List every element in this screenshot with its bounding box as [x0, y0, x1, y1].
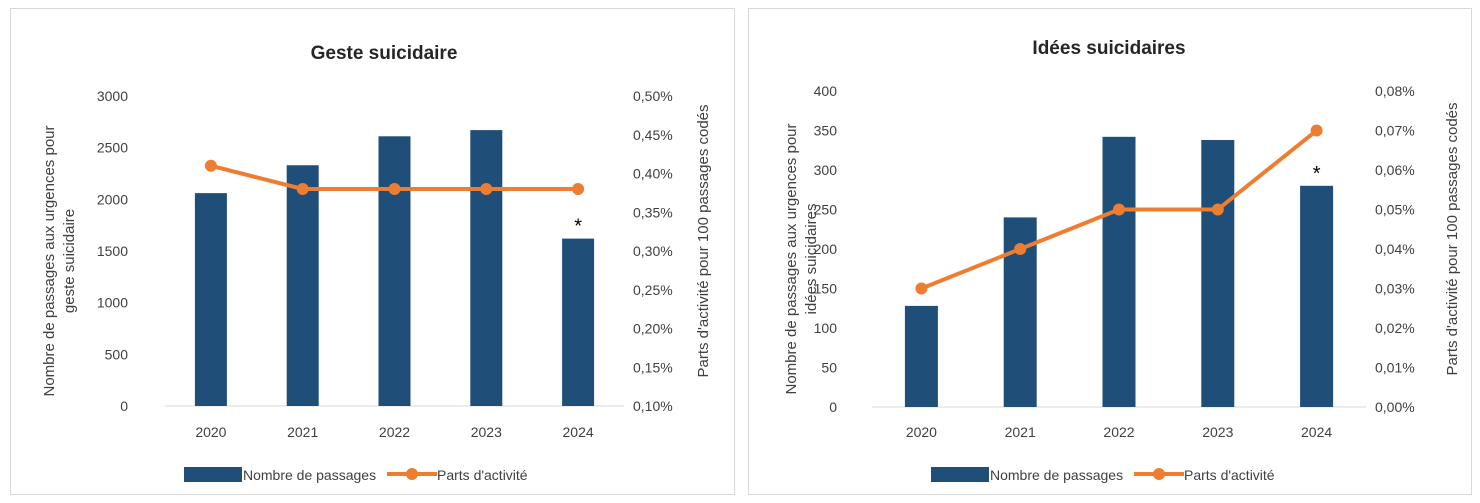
idees-x-tick: 2021 [1005, 424, 1036, 440]
idees-y-right-tick: 0,02% [1375, 320, 1415, 336]
geste-y-left-tick: 500 [105, 346, 129, 362]
geste-x-tick: 2022 [379, 424, 410, 440]
geste-y-right-tick: 0,20% [633, 321, 673, 337]
geste-line-point-2022 [388, 183, 401, 195]
geste-line-point-2020 [204, 159, 217, 172]
geste-x-tick: 2023 [471, 424, 502, 440]
geste-y-right-tick: 0,45% [633, 127, 673, 143]
geste-y-right-tick: 0,10% [633, 398, 673, 414]
geste-y-right-tick: 0,30% [633, 243, 673, 259]
geste-line-point-2021 [296, 183, 309, 195]
idees-chart-title: Idées suicidaires [1032, 38, 1185, 59]
geste-y-left-tick: 2000 [97, 191, 128, 207]
idees-bar-2020 [904, 305, 938, 407]
idees-line-point-2020 [915, 282, 928, 295]
idees-y-left-tick: 400 [814, 83, 838, 99]
idees-y-right-label: Parts d'activité pour 100 passages codés [1444, 102, 1461, 375]
geste-y-left-tick: 1000 [97, 295, 128, 311]
geste-chart-title: Geste suicidaire [311, 43, 458, 64]
idees-legend-line-label: Parts d'activité [1184, 467, 1275, 483]
idees-bar-2024 [1300, 185, 1334, 407]
geste-y-left-tick: 2500 [97, 140, 128, 156]
geste-legend-bar-label: Nombre de passages [243, 467, 376, 483]
idees-y-right-tick: 0,08% [1375, 83, 1415, 99]
idees-line-point-2021 [1014, 243, 1027, 255]
geste-y-left-tick: 1500 [97, 243, 128, 259]
idees-y-right-tick: 0,06% [1375, 162, 1415, 178]
chart-panel-geste: Geste suicidaire 0 500 1000 1500 2000 2500 3000… [10, 8, 735, 495]
idees-y-right-tick: 0,01% [1375, 360, 1415, 376]
idees-y-left-tick: 100 [814, 320, 838, 336]
geste-y-right-tick: 0,50% [633, 88, 673, 104]
idees-y-left-tick: 50 [821, 360, 837, 376]
idees-y-left-tick: 150 [814, 281, 838, 297]
geste-bar-2024 [562, 238, 595, 406]
idees-bar-2022 [1102, 136, 1136, 407]
geste-y-right-label: Parts d'activité pour 100 passages codés [695, 104, 712, 377]
idees-line-point-2024 [1310, 124, 1323, 137]
geste-line-point-2023 [480, 183, 493, 195]
idees-y-left-tick: 250 [814, 202, 838, 218]
idees-y-right-tick: 0,07% [1375, 123, 1415, 139]
idees-y-left-tick: 350 [814, 123, 838, 139]
geste-bar-2022 [378, 136, 411, 407]
chart-panel-idees: Idées suicidaires 0 50 100 150 200 250 300 350 40… [748, 8, 1472, 495]
geste-line-point-2024 [572, 183, 585, 195]
idees-x-tick: 2022 [1103, 424, 1134, 440]
geste-x-tick: 2024 [563, 424, 594, 440]
idees-y-left-tick: 200 [814, 241, 838, 257]
idees-y-left-tick: 300 [814, 162, 838, 178]
geste-bar-2023 [470, 130, 503, 406]
geste-y-right-tick: 0,25% [633, 282, 673, 298]
geste-x-tick: 2020 [195, 424, 226, 440]
idees-bar-2023 [1201, 139, 1235, 408]
idees-x-tick: 2024 [1301, 424, 1332, 440]
geste-y-right-tick: 0,35% [633, 204, 673, 220]
chart-geste-suicidaire: Geste suicidaire 0 500 1000 1500 2000 2500 3000… [41, 43, 712, 483]
geste-y-left-tick: 3000 [97, 88, 128, 104]
idees-y-right-tick: 0,05% [1375, 202, 1415, 218]
idees-line-point-2022 [1113, 203, 1125, 216]
idees-y-left-tick: 0 [829, 399, 837, 415]
idees-y-right-tick: 0,03% [1375, 281, 1415, 297]
idees-x-tick: 2023 [1202, 424, 1233, 440]
idees-legend-line-marker [1153, 468, 1165, 480]
idees-annotation-star: * [1313, 163, 1321, 185]
geste-y-right-tick: 0,15% [633, 359, 673, 375]
geste-legend-bar-swatch [184, 467, 242, 482]
chart-idees-suicidaires: Idées suicidaires 0 50 100 150 200 250 300 350 40… [783, 38, 1461, 483]
geste-x-tick: 2021 [287, 424, 318, 440]
geste-legend-line-marker [406, 468, 418, 480]
geste-legend-line-label: Parts d'activité [437, 467, 528, 483]
geste-y-right-tick: 0,40% [633, 166, 673, 182]
geste-bar-2021 [286, 165, 319, 406]
geste-annotation-star: * [574, 216, 582, 238]
idees-legend-bar-swatch [931, 467, 989, 482]
idees-x-tick: 2020 [906, 424, 937, 440]
geste-y-left-label: Nombre de passages aux urgences pour gest… [41, 125, 78, 396]
idees-line-point-2023 [1211, 203, 1224, 216]
geste-bar-2020 [194, 193, 227, 406]
idees-y-left-label: Nombre de passages aux urgences pour idée… [783, 123, 820, 394]
idees-y-right-tick: 0,04% [1375, 241, 1415, 257]
idees-legend-bar-label: Nombre de passages [990, 467, 1123, 483]
idees-y-right-tick: 0,00% [1375, 399, 1415, 415]
geste-y-left-tick: 0 [120, 398, 128, 414]
